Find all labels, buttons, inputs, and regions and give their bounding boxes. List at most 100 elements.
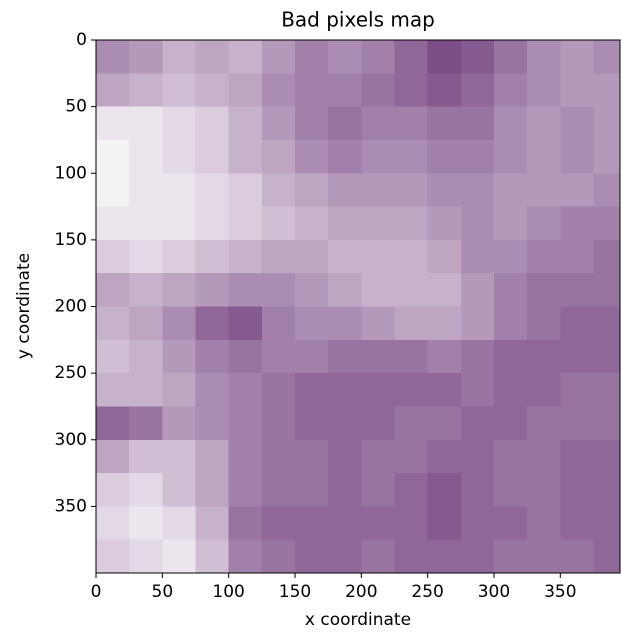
heatmap-cell [162,373,196,407]
heatmap-cell [96,473,130,507]
heatmap-cell [394,106,428,140]
heatmap-cell [527,306,561,340]
x-tick-label: 300 [478,582,510,602]
heatmap-cell [195,173,229,207]
x-tick-label: 200 [345,582,377,602]
heatmap-cell [294,439,329,474]
heatmap-cell [361,306,395,340]
heatmap-cell [195,506,229,540]
heatmap-cell [560,473,594,507]
heatmap-cell [96,406,130,440]
heatmap-cell [460,73,494,107]
heatmap-cell [493,106,528,140]
heatmap-cell [228,406,262,440]
heatmap-cell [394,273,428,307]
heatmap-cell [96,139,130,174]
heatmap-cell [261,406,295,440]
heatmap-cell [361,506,395,540]
heatmap-cell [361,239,395,274]
heatmap-cell [328,439,362,474]
heatmap-cell [493,273,528,307]
heatmap-cell [493,339,528,374]
heatmap-cell [527,373,561,407]
heatmap-cell [593,306,620,340]
heatmap-cell [560,339,594,374]
heatmap-cell [261,539,295,573]
heatmap-cell [195,473,229,507]
heatmap-cell [195,139,229,174]
heatmap-cell [593,106,620,140]
heatmap-cell [294,539,329,573]
heatmap-cell [427,273,461,307]
heatmap-cell [328,73,362,107]
heatmap-cell [593,73,620,107]
heatmap-cell [162,106,196,140]
heatmap-cell [162,339,196,374]
heatmap-cell [129,106,163,140]
heatmap-cell [460,106,494,140]
heatmap-cell [228,306,262,340]
heatmap-cell [294,506,329,540]
heatmap-cell [560,439,594,474]
x-tick-label: 100 [212,582,244,602]
heatmap-cell [493,406,528,440]
heatmap-cell [195,439,229,474]
y-tick-label: 200 [55,297,87,317]
heatmap-cell [162,306,196,340]
heatmap-cell [493,373,528,407]
heatmap-cell [427,206,461,240]
heatmap-cell [294,106,329,140]
heatmap-cell [228,206,262,240]
heatmap-cell [361,373,395,407]
heatmap-cell [129,273,163,307]
heatmap-cell [129,439,163,474]
heatmap-cell [427,139,461,174]
heatmap-cell [129,473,163,507]
heatmap-cell [394,206,428,240]
heatmap-cell [361,173,395,207]
heatmap-cell [195,273,229,307]
heatmap-cell [361,40,395,74]
heatmap-cell [593,473,620,507]
heatmap-cell [361,339,395,374]
x-axis-label: x coordinate [305,610,411,630]
heatmap-cell [493,40,528,74]
heatmap-cell [394,139,428,174]
heatmap-cell [195,106,229,140]
heatmap-cell [294,306,329,340]
heatmap-cell [560,539,594,573]
heatmap-cell [427,306,461,340]
heatmap-cell [593,206,620,240]
heatmap-cell [328,106,362,140]
heatmap-cell [493,239,528,274]
heatmap-cell [162,473,196,507]
heatmap-cell [560,206,594,240]
heatmap-cell [228,273,262,307]
heatmap-cell [261,206,295,240]
heatmap-cell [162,239,196,274]
heatmap-cell [460,406,494,440]
heatmap-cell [228,73,262,107]
heatmap-cell [228,339,262,374]
heatmap-cell [228,40,262,74]
heatmap-cell [361,273,395,307]
heatmap-cell [162,439,196,474]
heatmap-cell [460,306,494,340]
heatmap-cell [361,139,395,174]
heatmap-cell [460,506,494,540]
heatmap-cell [294,206,329,240]
heatmap-cell [294,373,329,407]
heatmap-cell [527,40,561,74]
heatmap-cell [593,406,620,440]
heatmap-cell [593,339,620,374]
heatmap-cell [228,239,262,274]
heatmap-cell [460,173,494,207]
heatmap-cell [162,406,196,440]
y-tick-label: 100 [55,163,87,183]
heatmap-cell [328,273,362,307]
heatmap-cell [394,473,428,507]
heatmap-cell [493,139,528,174]
heatmap-cell [427,40,461,74]
heatmap-cell [527,239,561,274]
